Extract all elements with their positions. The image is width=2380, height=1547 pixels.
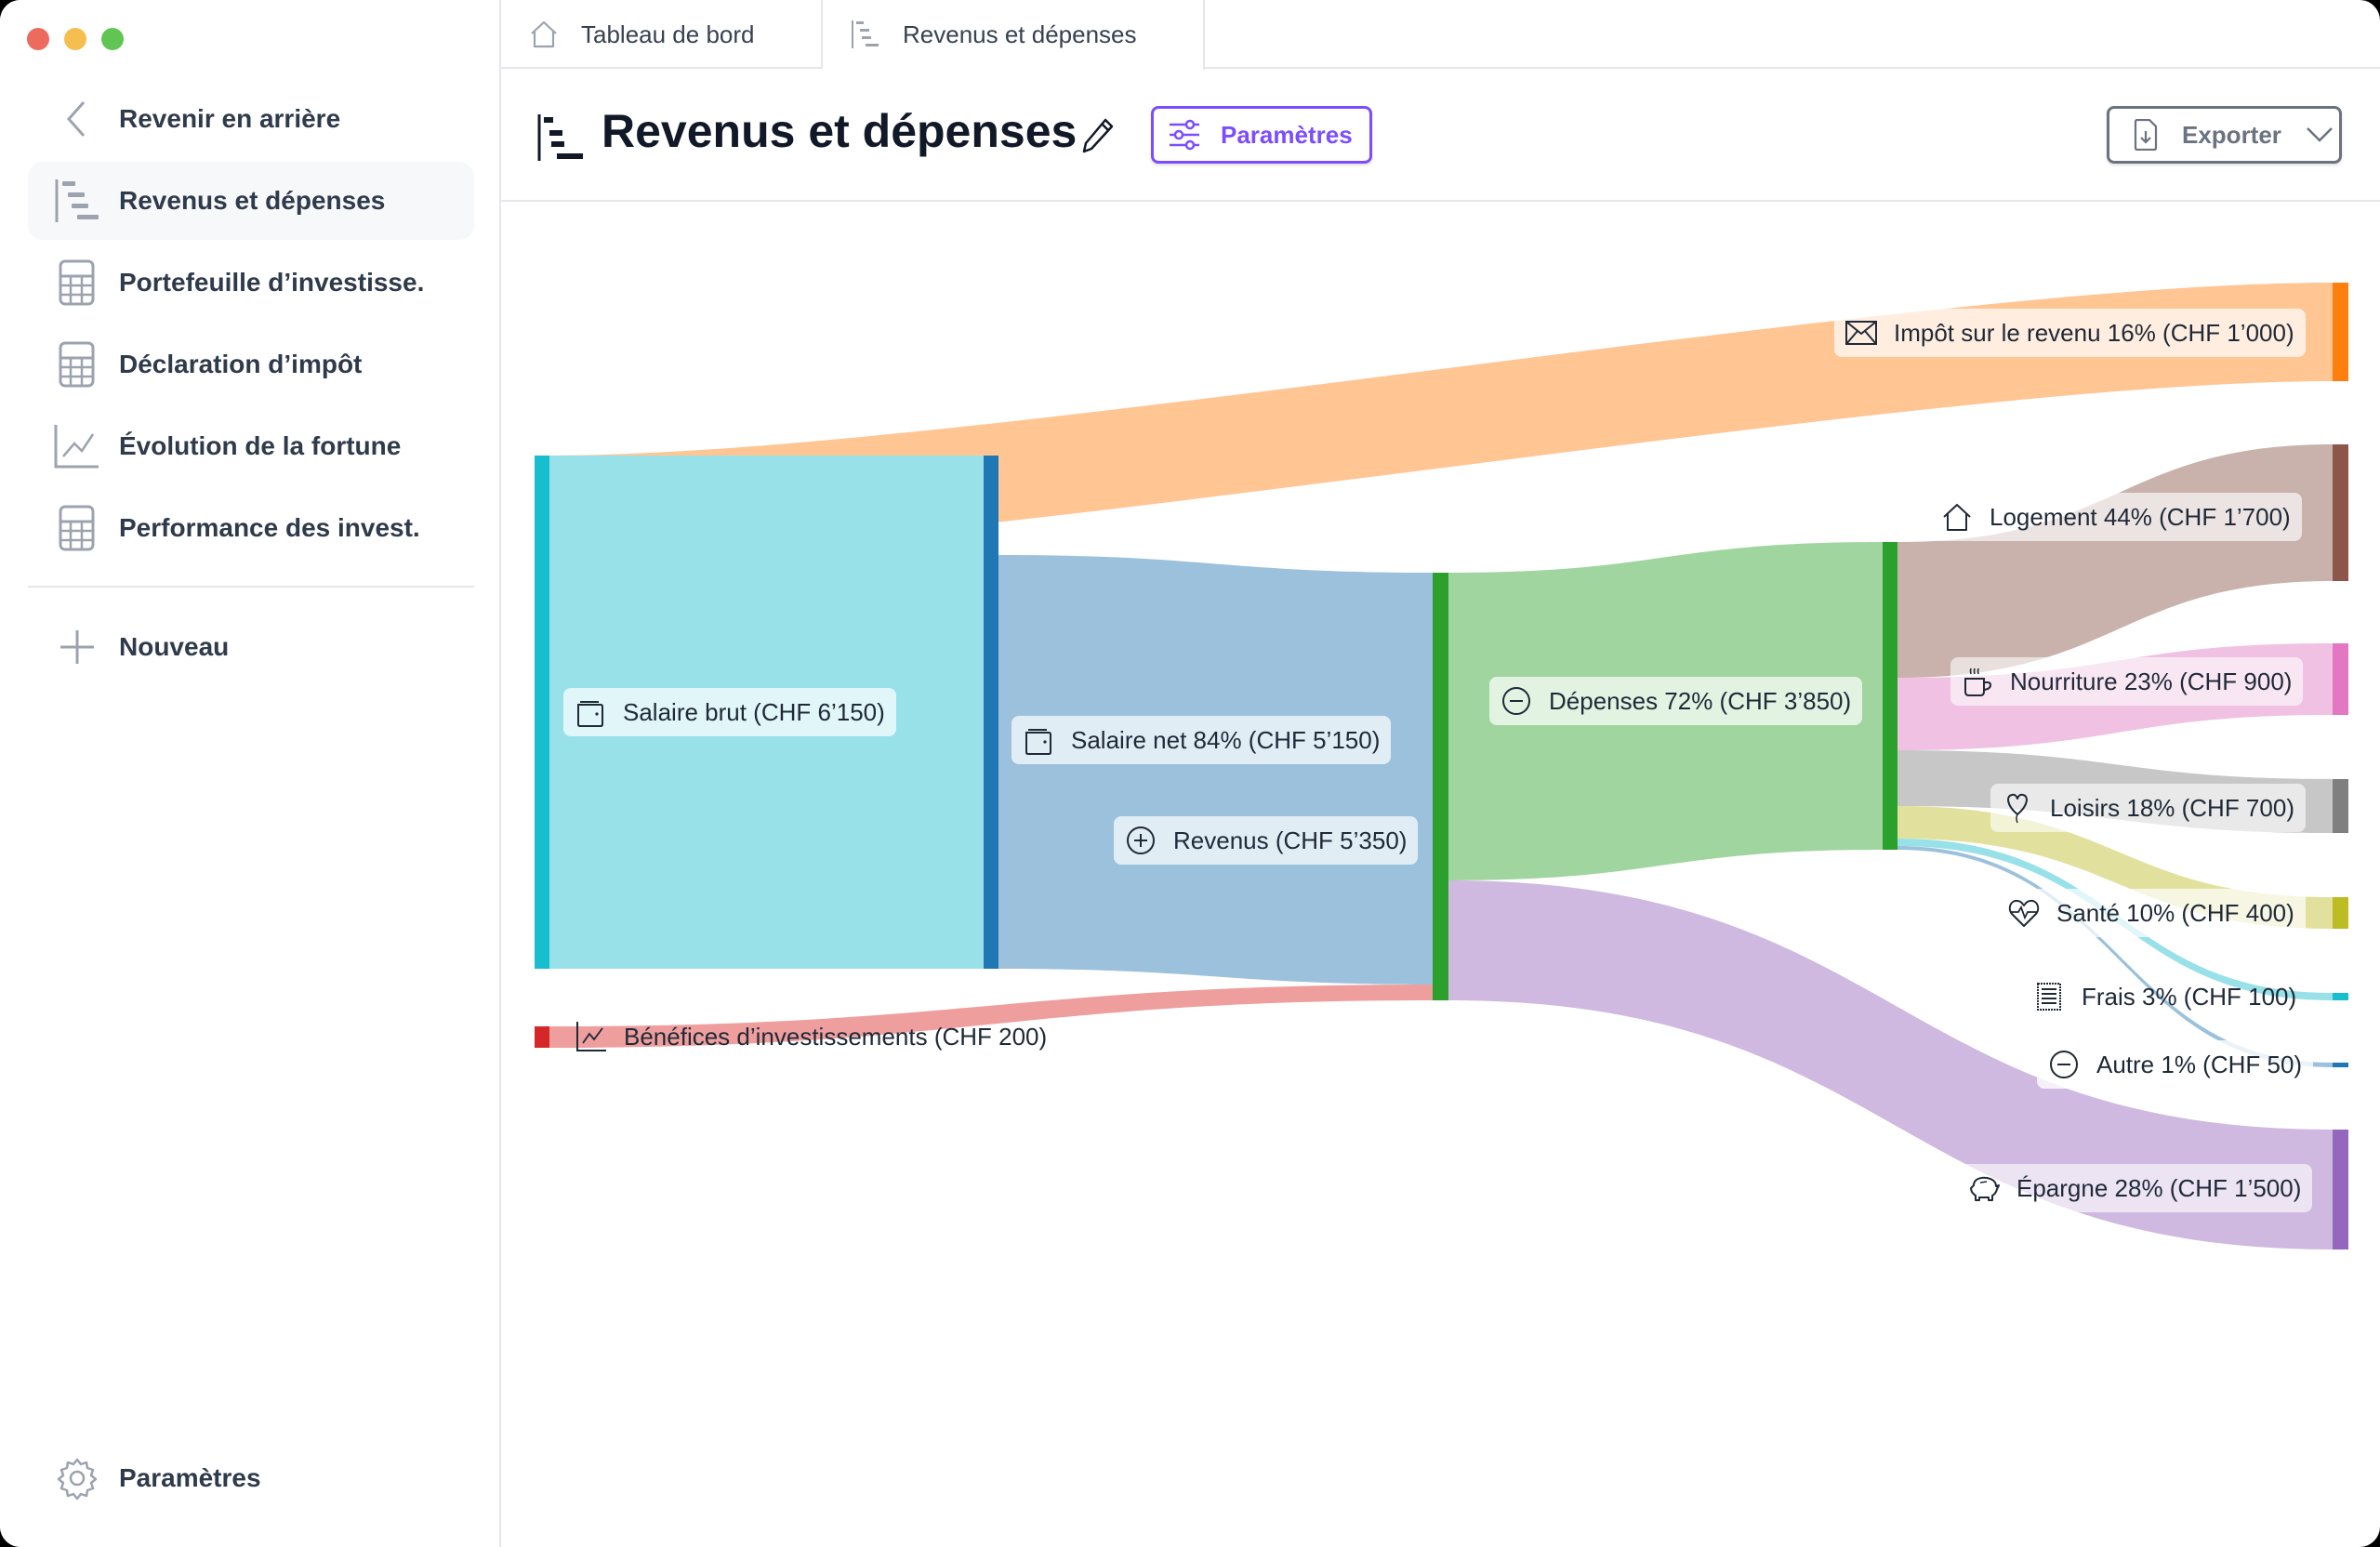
home-icon <box>1941 501 1973 533</box>
sankey-icon <box>537 114 583 161</box>
node-frais <box>2333 993 2348 1000</box>
node-salaire-net <box>984 456 998 969</box>
new-label: Nouveau <box>119 632 230 661</box>
tab-label: Tableau de bord <box>581 20 755 48</box>
label-epargne[interactable]: Épargne 28% (CHF 1’500) <box>1957 1164 2313 1212</box>
wallet-icon <box>1023 724 1054 756</box>
tab-bar: Tableau de bord Revenus et dépenses <box>501 0 2380 71</box>
node-nourriture <box>2333 643 2348 715</box>
label-impot[interactable]: Impôt sur le revenu 16% (CHF 1’000) <box>1834 309 2306 357</box>
node-loisirs <box>2333 779 2348 833</box>
label-logement[interactable]: Logement 44% (CHF 1’700) <box>1930 493 2302 541</box>
minus-circle-icon <box>1501 685 1532 717</box>
chevron-down-icon <box>2307 127 2333 142</box>
node-benefices <box>535 1026 549 1048</box>
maximize-window-button[interactable] <box>101 28 124 50</box>
heart-pulse-icon <box>2008 897 2040 929</box>
sidebar-item-performance[interactable]: Performance des invest. <box>28 489 474 567</box>
label-sante[interactable]: Santé 10% (CHF 400) <box>1997 889 2306 937</box>
link-depenses-logement <box>1897 444 2333 678</box>
receipt-icon <box>2033 981 2065 1012</box>
page-header: Revenus et dépenses Paramètres Exporter <box>501 69 2380 202</box>
sidebar-item-evolution-fortune[interactable]: Évolution de la fortune <box>28 407 474 485</box>
sliders-icon <box>1170 119 1199 151</box>
chevron-left-icon <box>54 96 100 142</box>
gear-icon <box>54 1455 100 1501</box>
calculator-icon <box>54 341 100 388</box>
calculator-icon <box>54 259 100 306</box>
line-chart-icon <box>575 1021 607 1052</box>
tab-tableau-de-bord[interactable]: Tableau de bord <box>501 0 823 69</box>
home-icon <box>529 19 561 50</box>
node-autre <box>2333 1063 2348 1067</box>
piggy-bank-icon <box>1968 1172 2000 1204</box>
node-impot <box>2333 283 2348 381</box>
new-button[interactable]: Nouveau <box>28 608 474 686</box>
sidebar-item-label: Déclaration d’impôt <box>119 350 363 378</box>
node-salaire-brut <box>535 456 549 969</box>
pencil-icon[interactable] <box>1081 117 1115 154</box>
label-salaire-brut[interactable]: Salaire brut (CHF 6’150) <box>563 688 896 736</box>
link-benefices-revenus <box>549 985 1433 1048</box>
settings-button[interactable]: Paramètres <box>28 1439 474 1517</box>
file-download-icon <box>2134 119 2158 151</box>
minus-circle-icon <box>2048 1049 2080 1080</box>
link-salaire-net-revenus <box>998 555 1433 985</box>
link-revenus-epargne <box>1448 880 2333 1250</box>
export-label: Exporter <box>2182 120 2281 149</box>
sidebar-item-label: Évolution de la fortune <box>119 431 402 460</box>
line-chart-icon <box>54 423 100 469</box>
node-depenses <box>1883 542 1897 850</box>
node-logement <box>2333 444 2348 581</box>
label-frais[interactable]: Frais 3% (CHF 100) <box>2022 972 2307 1021</box>
sidebar-item-portefeuille[interactable]: Portefeuille d’investisse. <box>28 244 474 322</box>
sankey-chart: Salaire brut (CHF 6’150) Bénéfices d’inv… <box>501 202 2380 1547</box>
sidebar-divider <box>28 586 474 588</box>
node-epargne <box>2333 1130 2348 1250</box>
sidebar-item-declaration-impot[interactable]: Déclaration d’impôt <box>28 325 474 403</box>
label-nourriture[interactable]: Nourriture 23% (CHF 900) <box>1950 657 2304 706</box>
label-depenses[interactable]: Dépenses 72% (CHF 3’850) <box>1489 677 1863 725</box>
wallet-icon <box>575 696 606 728</box>
calculator-icon <box>54 505 100 551</box>
plus-icon <box>54 624 100 670</box>
close-window-button[interactable] <box>27 28 49 50</box>
page-title: Revenus et dépenses <box>602 105 1078 157</box>
tab-revenus-depenses[interactable]: Revenus et dépenses <box>823 0 1205 71</box>
sidebar-item-revenus-depenses[interactable]: Revenus et dépenses <box>28 162 474 240</box>
sankey-icon <box>851 19 882 50</box>
sidebar-item-label: Portefeuille d’investisse. <box>119 268 425 297</box>
node-sante <box>2333 897 2348 929</box>
minimize-window-button[interactable] <box>64 28 86 50</box>
export-button[interactable]: Exporter <box>2107 106 2342 164</box>
parameters-label: Paramètres <box>1221 120 1353 149</box>
sidebar-item-label: Performance des invest. <box>119 513 420 542</box>
parameters-button[interactable]: Paramètres <box>1151 106 1372 164</box>
back-button[interactable]: Revenir en arrière <box>28 80 474 158</box>
label-autre[interactable]: Autre 1% (CHF 50) <box>2037 1040 2314 1089</box>
sidebar: Revenir en arrière Revenus et dépenses P… <box>0 0 501 1547</box>
sankey-icon <box>54 178 100 224</box>
balloon-icon <box>2002 792 2033 824</box>
coffee-icon <box>1962 666 1993 697</box>
label-loisirs[interactable]: Loisirs 18% (CHF 700) <box>1990 784 2306 832</box>
sankey-diagram <box>535 283 2348 1250</box>
plus-circle-icon <box>1125 825 1157 856</box>
settings-label: Paramètres <box>119 1463 261 1492</box>
window-controls <box>27 28 124 50</box>
tab-label: Revenus et dépenses <box>903 20 1137 48</box>
back-label: Revenir en arrière <box>119 104 341 133</box>
label-revenus[interactable]: Revenus (CHF 5’350) <box>1114 816 1419 865</box>
envelope-icon <box>1845 317 1877 349</box>
label-benefices[interactable]: Bénéfices d’investissements (CHF 200) <box>564 1012 1058 1061</box>
sidebar-item-label: Revenus et dépenses <box>119 186 386 215</box>
label-salaire-net[interactable]: Salaire net 84% (CHF 5’150) <box>1012 716 1392 764</box>
node-revenus <box>1433 573 1448 1000</box>
